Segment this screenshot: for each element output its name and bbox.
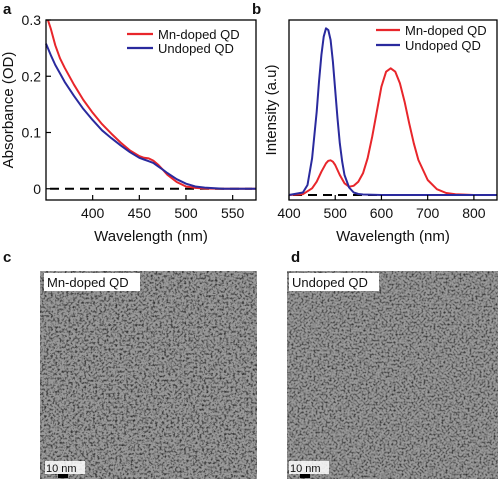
legend-a: Mn-doped QD Undoped QD [127, 27, 240, 56]
watermark: © 六级 [3, 457, 33, 469]
x-tick-label-a: 400 [81, 205, 105, 221]
panel-letter-a: a [3, 1, 12, 18]
tem-texture-c [40, 271, 257, 479]
x-tick-label-a: 500 [174, 205, 198, 221]
plot-frame-a [45, 19, 257, 201]
series-line-a-mn-doped [46, 19, 256, 190]
y-tick-label-a: 0.2 [22, 68, 42, 84]
x-axis-label-b: Wavelength (nm) [336, 228, 450, 245]
series-layer-a [45, 19, 256, 190]
absorbance-chart: 400 450 500 550 0 0.1 0.2 0.3 Wavelength (nm) A… [0, 12, 257, 245]
x-tick-label-b: 400 [277, 205, 301, 221]
tem-label-d: Undoped QD [292, 275, 368, 290]
y-axis-label-b: Intensity (a.u) [263, 65, 280, 156]
plot-frame-b [288, 19, 498, 201]
legend-label-un-a: Undoped QD [158, 41, 234, 56]
scale-bar-text-c: 10 nm [46, 463, 77, 475]
y-tick-label-a: 0.1 [22, 125, 42, 141]
tem-label-bg-c [44, 273, 140, 291]
tem-image-mn-doped: Mn-doped QD 10 nm [40, 271, 257, 479]
scale-bar-c [58, 474, 68, 478]
series-line-a-undoped [45, 43, 256, 190]
x-tick-label-b: 500 [324, 205, 348, 221]
scale-bar-text-bg-c [45, 461, 85, 474]
legend-label-un-b: Undoped QD [405, 38, 481, 53]
x-axis-label-a: Wavelength (nm) [94, 228, 208, 245]
tem-image-undoped: Undoped QD 10 nm [287, 271, 498, 479]
intensity-chart: 400 500 600 700 800 Wavelength (nm) Intensit… [263, 19, 498, 245]
scale-bar-d [300, 474, 310, 478]
tem-label-bg-d [289, 273, 379, 291]
scale-bar-text-d: 10 nm [290, 463, 321, 475]
scale-bar-text-bg-d [289, 461, 329, 474]
tem-texture-d [287, 271, 498, 479]
tem-label-c: Mn-doped QD [47, 275, 129, 290]
x-tick-label-a: 450 [128, 205, 152, 221]
series-layer-b [288, 27, 497, 196]
legend-label-mn-a: Mn-doped QD [158, 27, 240, 42]
ticks-layer-a: 400 450 500 550 0 0.1 0.2 0.3 [22, 12, 245, 221]
y-axis-label-a: Absorbance (OD) [0, 52, 17, 169]
ticks-layer-b: 400 500 600 700 800 [277, 195, 486, 221]
panel-letter-b: b [252, 1, 261, 18]
x-tick-label-b: 700 [416, 205, 440, 221]
x-tick-label-b: 600 [370, 205, 394, 221]
y-tick-label-a: 0.3 [22, 12, 42, 28]
series-line-b-mn-doped [288, 67, 497, 196]
panel-letter-c: c [3, 249, 11, 266]
legend-b: Mn-doped QD Undoped QD [376, 23, 487, 53]
x-tick-label-b: 800 [462, 205, 486, 221]
series-line-b-undoped [288, 27, 497, 196]
y-tick-label-a: 0 [33, 181, 41, 197]
panel-letter-d: d [291, 249, 300, 266]
x-tick-label-a: 550 [221, 205, 245, 221]
legend-label-mn-b: Mn-doped QD [405, 23, 487, 38]
